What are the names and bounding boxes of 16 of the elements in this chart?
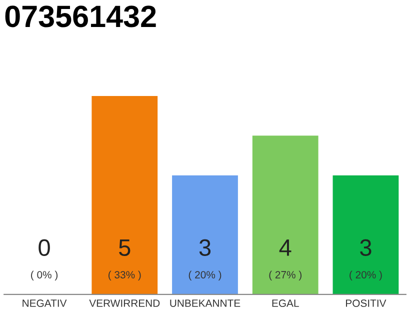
data-label: 0 xyxy=(38,239,50,256)
data-label: 5 xyxy=(119,240,130,256)
annotation: ( 27% ) xyxy=(269,270,302,281)
data-label: 4 xyxy=(279,240,292,256)
chart-title: 073561432 xyxy=(5,6,156,28)
x-tick-label: UNBEKANNTE xyxy=(170,300,240,307)
data-label: 3 xyxy=(199,239,211,256)
x-tick-label: POSITIV xyxy=(346,300,386,307)
annotation: ( 0% ) xyxy=(31,270,58,281)
data-label: 3 xyxy=(360,239,372,256)
annotation: ( 20% ) xyxy=(188,270,222,281)
annotation: ( 33% ) xyxy=(108,270,141,281)
x-tick-label: NEGATIV xyxy=(22,300,67,307)
x-tick-label: EGAL xyxy=(272,300,299,307)
x-tick-label: VERWIRREND xyxy=(89,300,160,307)
annotation: ( 20% ) xyxy=(350,270,382,281)
